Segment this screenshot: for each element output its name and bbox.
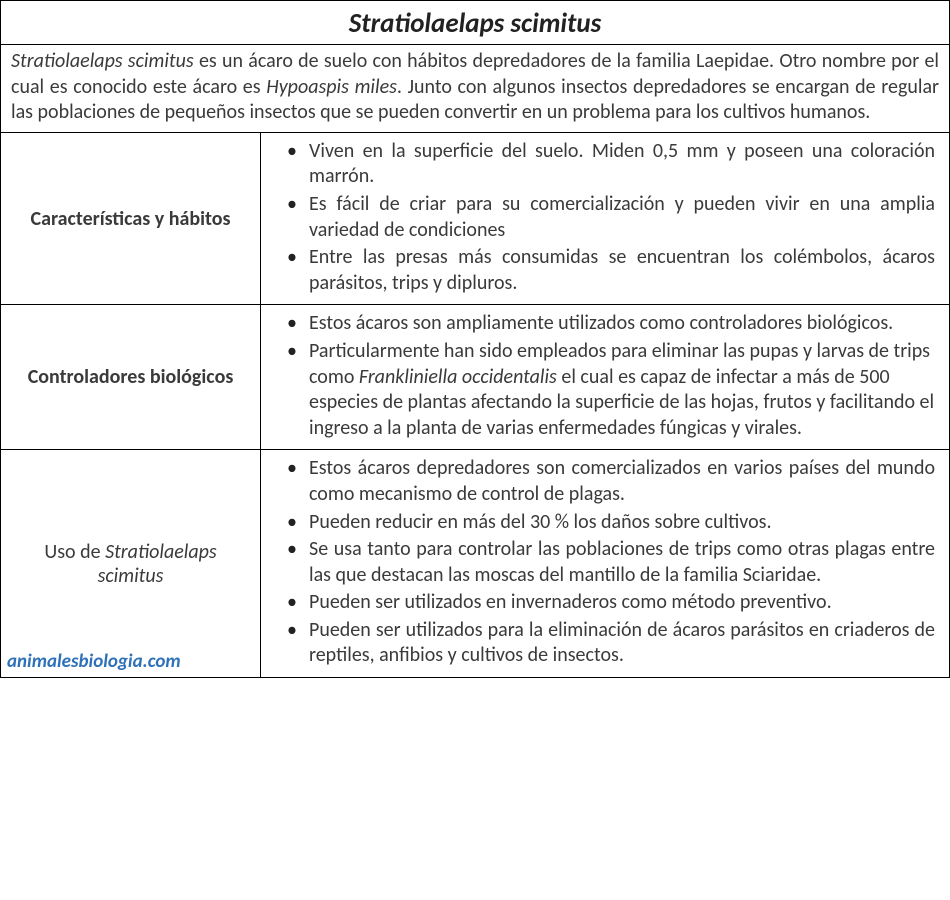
list-item: Estos ácaros son ampliamente utilizados … — [269, 311, 935, 337]
list-item: Es fácil de criar para su comercializaci… — [269, 192, 935, 243]
watermark-source: animalesbiologia.com — [7, 650, 181, 673]
list-item: Entre las presas más consumidas se encue… — [269, 245, 935, 296]
section-row-biological-controllers: Controladores biológicos Estos ácaros so… — [1, 305, 949, 450]
section-row-characteristics: Características y hábitos Viven en la su… — [1, 133, 949, 306]
section-content-usage: Estos ácaros depredadores son comerciali… — [261, 450, 949, 677]
heading-text-italic: Stratiolaelaps scimitus — [98, 540, 217, 588]
intro-species-2: Hypoaspis miles — [266, 75, 397, 99]
list-item: Estos ácaros depredadores son comerciali… — [269, 456, 935, 507]
bullet-text-italic: Frankliniella occidentalis — [359, 365, 557, 389]
bullet-list: Viven en la superficie del suelo. Miden … — [269, 139, 935, 297]
section-content-characteristics: Viven en la superficie del suelo. Miden … — [261, 133, 949, 305]
section-heading-biological-controllers: Controladores biológicos — [1, 305, 261, 449]
list-item: Pueden reducir en más del 30 % los daños… — [269, 510, 935, 536]
section-row-usage: Uso de Stratiolaelaps scimitus Estos áca… — [1, 450, 949, 677]
bullet-list: Estos ácaros depredadores son comerciali… — [269, 456, 935, 669]
list-item: Viven en la superficie del suelo. Miden … — [269, 139, 935, 190]
bullet-list: Estos ácaros son ampliamente utilizados … — [269, 311, 935, 441]
list-item: Pueden ser utilizados para la eliminació… — [269, 618, 935, 669]
info-table: Stratiolaelaps scimitus Stratiolaelaps s… — [0, 0, 950, 678]
list-item: Pueden ser utilizados en invernaderos co… — [269, 590, 935, 616]
section-heading-usage: Uso de Stratiolaelaps scimitus — [1, 450, 261, 677]
table-title: Stratiolaelaps scimitus — [1, 1, 949, 45]
intro-species-1: Stratiolaelaps scimitus — [11, 49, 194, 73]
list-item: Se usa tanto para controlar las poblacio… — [269, 537, 935, 588]
intro-row: Stratiolaelaps scimitus es un ácaro de s… — [1, 45, 949, 133]
list-item: Particularmente han sido empleados para … — [269, 339, 935, 441]
section-content-biological-controllers: Estos ácaros son ampliamente utilizados … — [261, 305, 949, 449]
section-heading-characteristics: Características y hábitos — [1, 133, 261, 305]
heading-text-a: Uso de — [44, 540, 105, 564]
